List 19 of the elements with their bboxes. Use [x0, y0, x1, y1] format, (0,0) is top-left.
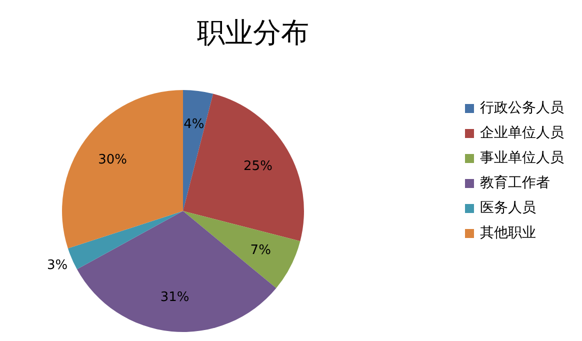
legend-label: 事业单位人员	[480, 149, 564, 167]
data-label: 7%	[250, 243, 271, 258]
data-label: 4%	[184, 117, 204, 132]
data-label: 30%	[98, 152, 127, 168]
pie-slice	[183, 90, 214, 211]
pie-slice	[62, 90, 183, 248]
legend-label: 行政公务人员	[480, 99, 564, 117]
pie-slice	[76, 211, 276, 332]
data-label: 3%	[46, 258, 68, 273]
pie-slice	[68, 211, 183, 270]
pie-slice	[183, 94, 304, 242]
legend-label: 企业单位人员	[480, 124, 564, 142]
pie-slice	[183, 211, 300, 288]
data-label: 31%	[160, 290, 190, 306]
legend-label: 医务人员	[480, 199, 536, 217]
chart-title: 职业分布	[196, 15, 310, 51]
legend-label: 教育工作者	[480, 174, 550, 192]
legend-label: 其他职业	[480, 224, 536, 242]
data-label: 25%	[244, 159, 272, 174]
